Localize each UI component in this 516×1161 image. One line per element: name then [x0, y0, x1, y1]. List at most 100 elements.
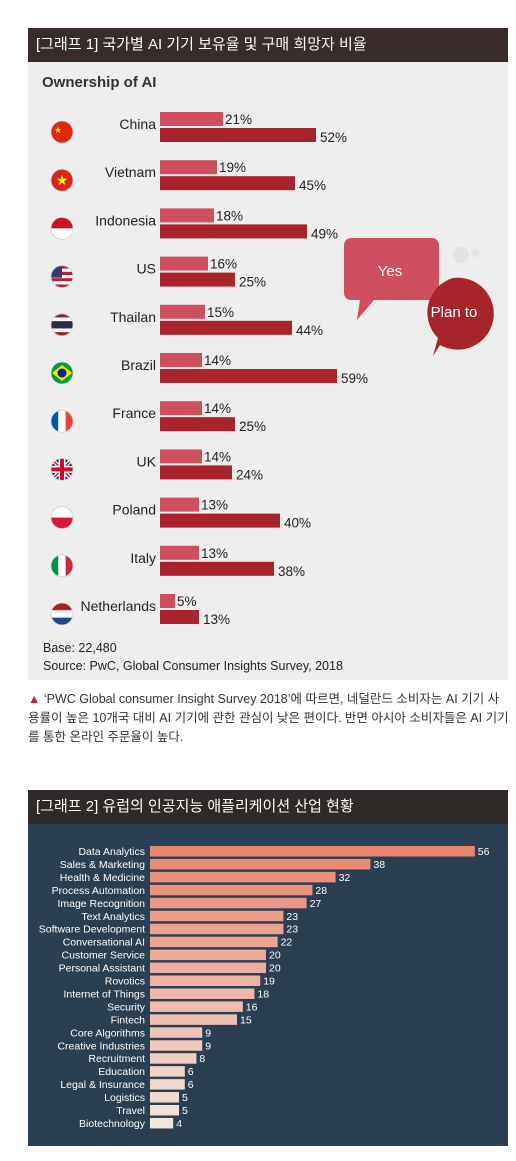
bubble-dot-large — [453, 247, 469, 263]
industry-value-label: 16 — [246, 1001, 258, 1013]
country-row: Poland 13% 40% — [50, 497, 311, 531]
plan-bar — [160, 272, 235, 287]
caption-marker-icon: ▲ — [28, 692, 41, 706]
industry-value-label: 28 — [315, 885, 327, 897]
yes-bar — [160, 112, 223, 126]
plan-bar — [160, 417, 235, 432]
industry-value-label: 6 — [188, 1066, 194, 1078]
svg-text:★: ★ — [54, 125, 62, 135]
us-flag-icon — [51, 265, 73, 288]
country-row: Netherlands 5% 13% — [50, 594, 230, 627]
country-row: ★ Vietnam 19% 45% — [50, 160, 326, 193]
industry-value-label: 32 — [339, 872, 351, 884]
thailand-flag-icon — [51, 313, 73, 336]
industry-bar — [150, 1027, 203, 1038]
plan-bar — [160, 224, 307, 239]
indonesia-flag-icon — [51, 217, 73, 240]
industry-value-label: 38 — [373, 859, 385, 871]
plan-value-label: 52% — [320, 130, 347, 145]
uk-flag-icon — [51, 458, 73, 481]
china-flag-icon: ★ — [51, 121, 73, 143]
industry-value-label: 5 — [182, 1092, 188, 1104]
plan-value-label: 40% — [284, 516, 311, 531]
industry-label: Conversational AI — [63, 937, 145, 949]
yes-bubble-label: Yes — [378, 263, 402, 280]
country-label: Netherlands — [81, 598, 157, 614]
ownership-chart: Ownership of AI Yes Plan to ★ China 21% 52%… — [42, 74, 494, 673]
vietnam-flag-icon: ★ — [51, 169, 73, 192]
industry-bar — [150, 1066, 185, 1077]
yes-value-label: 5% — [177, 594, 197, 609]
yes-bar — [160, 353, 202, 367]
industry-bar — [150, 910, 284, 922]
industry-label: Software Development — [39, 924, 145, 936]
plan-value-label: 25% — [239, 419, 266, 434]
plan-value-label: 45% — [299, 178, 326, 193]
plan-bubble — [427, 277, 494, 356]
ownership-chart-panel: Ownership of AI Yes Plan to ★ China 21% 52%… — [28, 62, 508, 680]
industry-label: Legal & Insurance — [60, 1079, 145, 1091]
industry-label: Text Analytics — [81, 911, 145, 923]
industry-label: Customer Service — [62, 950, 146, 962]
industry-bar — [150, 1014, 237, 1025]
industry-label: Image Recognition — [57, 898, 145, 910]
country-row: Thailan 15% 44% — [50, 304, 323, 338]
industry-bar — [150, 1092, 179, 1103]
yes-bar — [160, 594, 175, 608]
yes-bubble — [344, 238, 439, 320]
chart-title: Ownership of AI — [42, 74, 156, 91]
industry-bar — [150, 897, 307, 909]
source-note: Source: PwC, Global Consumer Insights Su… — [43, 659, 343, 673]
country-row: US 16%25% — [50, 256, 266, 290]
country-label: Italy — [130, 550, 156, 566]
industry-bar — [150, 975, 261, 986]
base-note: Base: 22,480 — [43, 641, 117, 655]
country-label: Indonesia — [95, 212, 156, 228]
graph1-header: [그래프 1] 국가별 AI 기기 보유율 및 구매 희망자 비율 — [28, 28, 508, 62]
yes-value-label: 15% — [207, 305, 234, 320]
industry-value-label: 9 — [205, 1040, 211, 1052]
yes-value-label: 18% — [216, 208, 243, 223]
plan-bar — [160, 513, 280, 528]
industry-bar — [150, 936, 278, 948]
country-row: ★ China 21% 52% — [50, 112, 347, 145]
yes-value-label: 13% — [201, 546, 228, 561]
country-row: Brazil 14% 59% — [50, 353, 368, 386]
industry-label: Internet of Things — [63, 988, 145, 1000]
plan-value-label: 13% — [203, 612, 230, 627]
industry-bar — [150, 871, 336, 883]
industry-label: Fintech — [111, 1014, 146, 1026]
industry-label: Recruitment — [88, 1053, 145, 1065]
italy-flag-icon — [51, 554, 73, 577]
yes-bar — [160, 208, 214, 223]
industry-bar — [150, 884, 313, 896]
industry-label: Sales & Marketing — [60, 859, 145, 871]
plan-value-label: 59% — [341, 371, 368, 386]
industry-value-label: 22 — [281, 937, 293, 949]
svg-text:★: ★ — [56, 172, 69, 188]
plan-bar — [160, 369, 337, 383]
industry-label: Health & Medicine — [60, 872, 145, 884]
industry-label: Rovotics — [105, 976, 145, 988]
plan-value-label: 25% — [239, 275, 266, 290]
yes-bar — [160, 256, 208, 271]
plan-bar — [160, 128, 316, 142]
plan-bar — [160, 610, 199, 624]
industry-bar — [150, 949, 266, 961]
industry-value-label: 5 — [182, 1105, 188, 1117]
industry-chart-panel: Data Analytics 56 Sales & Marketing 38 Healt… — [28, 824, 508, 1146]
plan-bar — [160, 176, 295, 191]
industry-bar — [150, 923, 284, 935]
france-flag-icon — [51, 410, 73, 433]
country-row: Indonesia 18% 49% — [50, 208, 338, 241]
industry-label: Education — [98, 1066, 145, 1078]
industry-bar — [150, 1040, 203, 1051]
yes-bar — [160, 449, 202, 464]
industry-label: Travel — [116, 1105, 145, 1117]
industry-value-label: 9 — [205, 1027, 211, 1039]
industry-value-label: 15 — [240, 1014, 252, 1026]
country-label: Vietnam — [105, 164, 156, 180]
plan-bar — [160, 465, 232, 480]
industry-bar — [150, 988, 255, 999]
